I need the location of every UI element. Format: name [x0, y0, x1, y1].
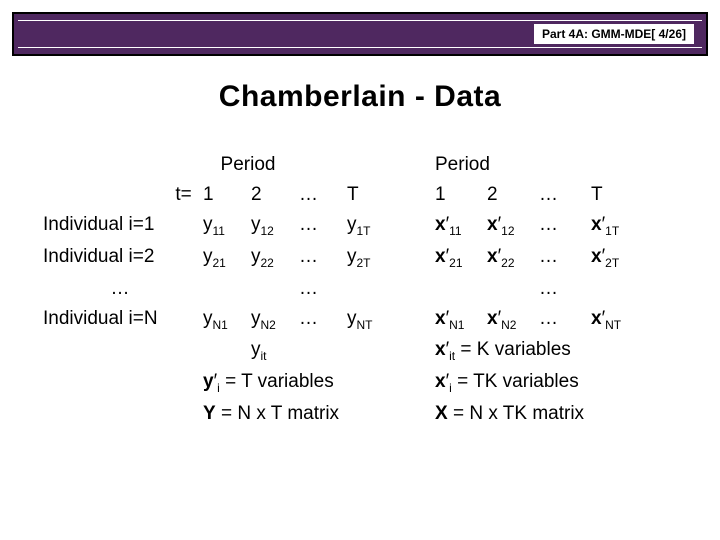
sub-xN1: N1 [449, 317, 464, 331]
data-layout: Period Period t= 1 2 … T 1 2 … T Individ… [40, 150, 700, 429]
xit-line: x′it = K variables [432, 335, 640, 367]
cell-xN2: x [487, 308, 498, 329]
data-table: Period Period t= 1 2 … T 1 2 … T Individ… [40, 150, 640, 429]
left-vdots: … [296, 274, 344, 304]
sub-yN2: N2 [261, 317, 276, 331]
sub-x11: 11 [449, 224, 461, 238]
page-title: Chamberlain - Data [0, 80, 720, 114]
left-period-label: Period [200, 150, 296, 180]
right-t2: 2 [484, 180, 536, 210]
cell-y1T: y [347, 214, 357, 235]
header-band: Part 4A: GMM-MDE[ 4/26] [12, 12, 708, 56]
left-tdots: … [296, 180, 344, 210]
sub-y12: 12 [261, 224, 274, 238]
cell-xNdots: … [536, 304, 588, 336]
sub-yN1: N1 [213, 317, 228, 331]
row-label-2: Individual i=2 [40, 242, 200, 274]
cell-yN2: y [251, 308, 261, 329]
header-rule-bottom [18, 47, 702, 48]
cell-x12: x [487, 214, 498, 235]
cell-x21: x [435, 246, 446, 267]
header-rule-top [18, 20, 702, 21]
cell-y12: y [251, 214, 261, 235]
cell-x11: x [435, 214, 446, 235]
cell-y2T: y [347, 246, 357, 267]
sub-xNT: NT [605, 317, 621, 331]
sub-yNT: NT [357, 317, 373, 331]
cell-x2T: x [591, 246, 602, 267]
sub-y1T: 1T [357, 224, 371, 238]
right-period-label: Period [432, 150, 536, 180]
sub-x1T: 1T [605, 224, 619, 238]
yit-cell: yit [248, 335, 296, 367]
right-vdots: … [536, 274, 588, 304]
cell-yNdots: … [296, 304, 344, 336]
left-t2: 2 [248, 180, 296, 210]
X-line: X = N x TK matrix [432, 399, 640, 429]
cell-x1T: x [591, 214, 602, 235]
cell-x22: x [487, 246, 498, 267]
sub-x2T: 2T [605, 256, 619, 270]
cell-y1dots: … [296, 210, 344, 242]
sub-x22: 22 [501, 256, 514, 270]
cell-yN1: y [203, 308, 213, 329]
right-tT: T [588, 180, 640, 210]
sub-y21: 21 [213, 256, 226, 270]
cell-xN1: x [435, 308, 446, 329]
row-label-n: Individual i=N [40, 304, 200, 336]
cell-y11: y [203, 214, 213, 235]
cell-y2dots: … [296, 242, 344, 274]
sub-y22: 22 [261, 256, 274, 270]
xi-line: x′i = TK variables [432, 367, 640, 399]
sub-y2T: 2T [357, 256, 371, 270]
sub-xN2: N2 [501, 317, 516, 331]
Y-line: Y = N x T matrix [200, 399, 392, 429]
cell-yNT: y [347, 308, 357, 329]
sub-x21: 21 [449, 256, 462, 270]
right-t1: 1 [432, 180, 484, 210]
header-label: Part 4A: GMM-MDE[ 4/26] [534, 24, 694, 44]
cell-y22: y [251, 246, 261, 267]
cell-x2dots: … [536, 242, 588, 274]
sub-y11: 11 [213, 224, 225, 238]
t-equals: t= [175, 184, 191, 205]
row-label-1: Individual i=1 [40, 210, 200, 242]
left-vdots-label: … [40, 274, 200, 304]
right-tdots: … [536, 180, 588, 210]
left-tT: T [344, 180, 392, 210]
cell-x1dots: … [536, 210, 588, 242]
cell-xNT: x [591, 308, 602, 329]
left-t1: 1 [200, 180, 248, 210]
sub-x12: 12 [501, 224, 514, 238]
cell-y21: y [203, 246, 213, 267]
yi-line: y′i = T variables [200, 367, 392, 399]
